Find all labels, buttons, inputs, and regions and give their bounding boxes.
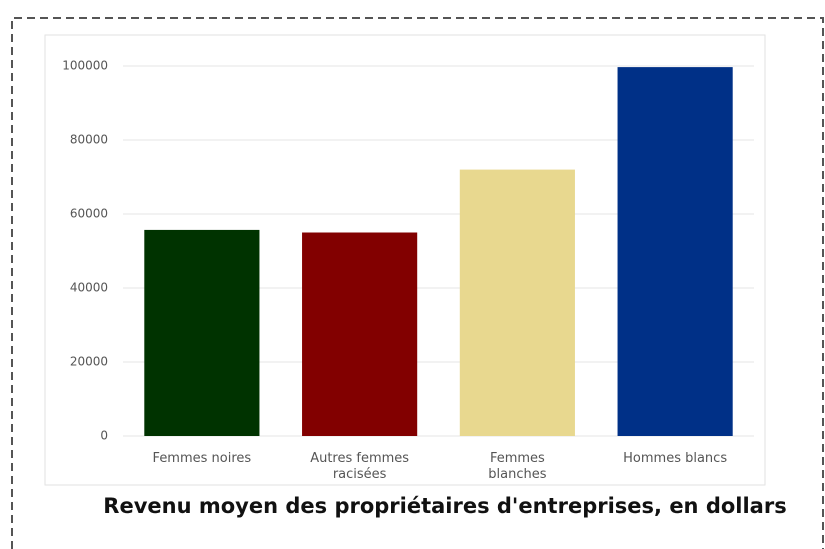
bar: [302, 232, 418, 436]
bar: [144, 229, 260, 436]
chart-title: Revenu moyen des propriétaires d'entrepr…: [103, 494, 787, 518]
x-tick-label: Autres femmes racisées: [310, 451, 410, 482]
x-tick-label: Femmes noires: [152, 451, 252, 466]
y-tick-label: 80000: [70, 133, 108, 147]
dashed-frame: [11, 17, 824, 549]
y-tick-label: 0: [100, 429, 108, 443]
bar: [617, 67, 733, 437]
x-tick-label: Femmes blanches: [488, 451, 547, 482]
x-tick-label: Hommes blancs: [623, 451, 728, 466]
bar: [459, 169, 575, 436]
y-tick-label: 20000: [70, 355, 108, 369]
y-tick-label: 60000: [70, 207, 108, 221]
y-tick-label: 40000: [70, 281, 108, 295]
y-tick-label: 100000: [62, 59, 108, 73]
